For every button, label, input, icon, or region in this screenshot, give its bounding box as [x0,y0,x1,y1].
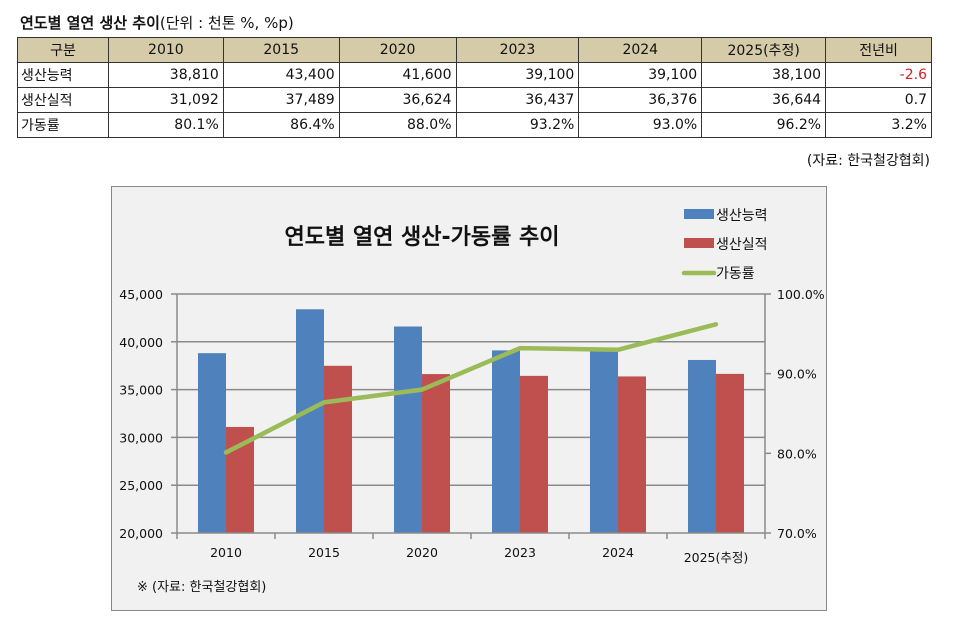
chart-title: 연도별 열연 생산-가동률 추이 [285,225,560,250]
cell: 96.2% [701,112,827,138]
header-2025: 2025(추정) [701,37,827,63]
cell: 38,810 [107,62,224,88]
header-2023: 2023 [455,37,580,63]
table-title-unit: (단위 : 천톤 %, %p) [159,14,294,32]
cell: 37,489 [222,87,340,113]
x-tick-label: 2025(추정) [684,550,749,565]
cell: 93.2% [455,112,580,138]
cell-yoy: 0.7 [825,87,932,113]
table-title-main: 연도별 열연 생산 추이 [20,14,160,32]
table-header-row: 구분 2010 2015 2020 2023 2024 2025(추정) 전년비 [17,37,932,63]
header-2024: 2024 [578,37,703,63]
table-row-rate: 가동률 80.1% 86.4% 88.0% 93.2% 93.0% 96.2% … [17,112,932,138]
x-tick-label: 2015 [308,545,340,560]
bar-capacity [688,359,716,533]
combo-chart: 연도별 열연 생산-가동률 추이 20,000 25,000 30,000 35,000… [119,208,825,595]
y2-tick-label: 100.0% [777,287,825,302]
cell: 93.0% [578,112,703,138]
x-tick-label: 2010 [210,545,242,560]
cell: 88.0% [338,112,457,138]
row-label: 생산능력 [17,62,109,88]
cell: 39,100 [455,62,580,88]
cell: 36,376 [578,87,703,113]
row-label: 생산실적 [17,87,109,113]
y2-tick-label: 80.0% [777,446,817,461]
cell: 39,100 [578,62,703,88]
table-source: (자료: 한국철강협회) [806,153,930,169]
table-title: 연도별 열연 생산 추이(단위 : 천톤 %, %p) [20,12,294,33]
cell: 43,400 [222,62,340,88]
cell-yoy: 3.2% [825,112,932,138]
cell: 36,437 [455,87,580,113]
y2-tick-label: 90.0% [777,367,817,382]
y-tick-label: 35,000 [119,383,163,398]
cell: 80.1% [107,112,224,138]
cell: 41,600 [338,62,457,88]
y2-tick-label: 70.0% [777,526,817,541]
header-2010: 2010 [107,37,224,63]
cell: 31,092 [107,87,224,113]
legend-label-output: 생산실적 [716,237,768,253]
cell: 86.4% [222,112,340,138]
legend-label-rate: 가동률 [716,266,755,282]
row-label: 가동률 [17,112,109,138]
header-2020: 2020 [338,37,457,63]
table-row-output: 생산실적 31,092 37,489 36,624 36,437 36,376 … [17,87,932,113]
production-table: 구분 2010 2015 2020 2023 2024 2025(추정) 전년비… [17,37,932,138]
bar-output [324,365,352,533]
y-tick-label: 40,000 [119,335,163,350]
header-category: 구분 [17,37,109,63]
bar-capacity [198,353,226,533]
cell: 36,644 [701,87,827,113]
y-tick-label: 20,000 [119,526,163,541]
cell: 38,100 [701,62,827,88]
x-tick-label: 2023 [504,545,536,560]
bar-output [716,373,744,533]
chart-frame: 연도별 열연 생산-가동률 추이 20,000 25,000 30,000 35,000… [111,186,827,611]
bar-capacity [492,350,520,533]
bar-output [520,375,548,533]
header-yoy: 전년비 [825,37,932,63]
x-tick-label: 2024 [602,545,634,560]
chart-annotation: ※ (자료: 한국철강협회) [137,580,266,595]
x-tick-label: 2020 [406,545,438,560]
cell: 36,624 [338,87,457,113]
table-row-capacity: 생산능력 38,810 43,400 41,600 39,100 39,100 … [17,62,932,88]
y-tick-label: 30,000 [119,430,163,445]
bar-output [618,376,646,533]
y-tick-label: 25,000 [119,478,163,493]
bar-output [422,374,450,533]
bar-capacity [296,309,324,533]
legend-swatch-capacity [684,209,714,219]
bar-capacity [590,350,618,533]
y-tick-label: 45,000 [119,287,163,302]
bar-capacity [394,326,422,533]
line-rate [223,322,719,455]
legend-swatch-output [684,238,714,248]
cell-yoy: -2.6 [825,62,932,88]
header-2015: 2015 [222,37,340,63]
legend-label-capacity: 생산능력 [716,208,768,224]
